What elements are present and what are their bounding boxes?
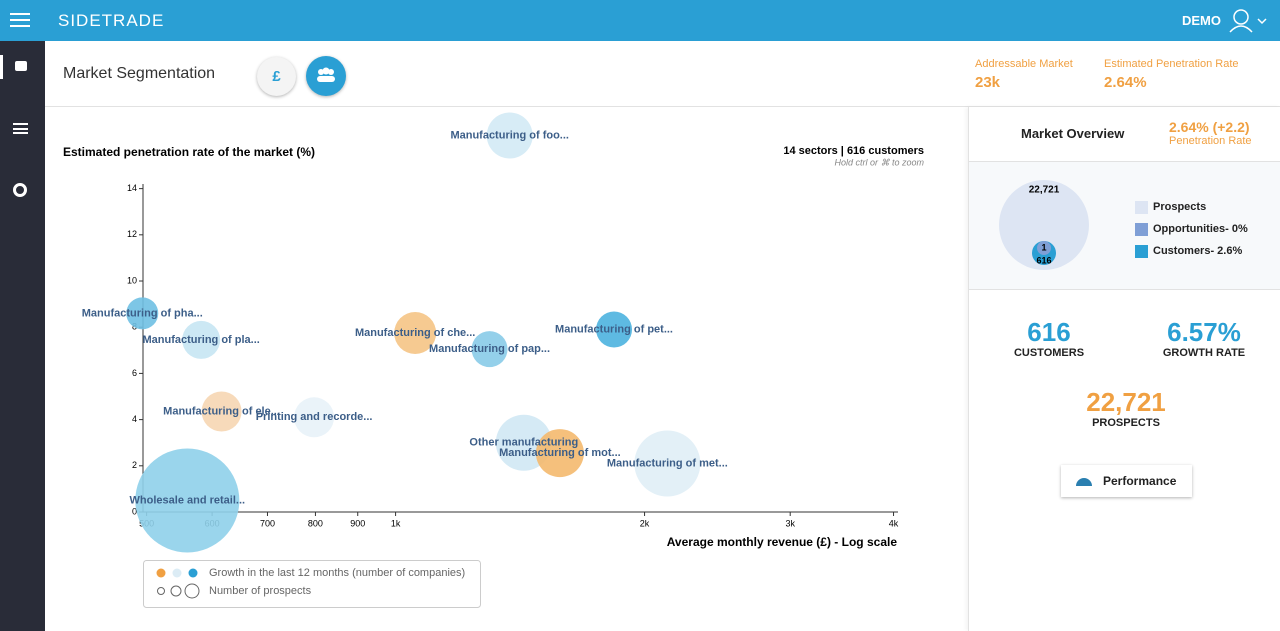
legend-dot xyxy=(188,568,198,578)
bubble-label: Manufacturing of pet... xyxy=(555,323,673,335)
y-tick-label: 14 xyxy=(127,183,137,193)
nested-circles: 22,721 1 616 xyxy=(999,180,1089,270)
x-tick-label: 900 xyxy=(350,518,365,528)
bubble-label: Manufacturing of che... xyxy=(355,327,475,339)
legend-size xyxy=(184,583,200,599)
x-tick-label: 800 xyxy=(308,518,323,528)
legend-label: Prospects xyxy=(1153,201,1207,213)
kpi-value: 23k xyxy=(975,74,1001,91)
bubble-label: Wholesale and retail... xyxy=(130,494,246,506)
active-indicator xyxy=(0,55,3,79)
rate: 2.64% (+2.2) xyxy=(1169,119,1250,135)
x-tick-label: 1k xyxy=(391,518,401,528)
y-tick-label: 12 xyxy=(127,229,137,239)
bubble-chart: Estimated penetration rate of the market… xyxy=(63,112,924,608)
nav-list[interactable] xyxy=(13,123,28,134)
kpi-label: Addressable Market xyxy=(975,58,1073,70)
zoom-hint: Hold ctrl or ⌘ to zoom xyxy=(834,157,924,167)
kpi-label: Estimated Penetration Rate xyxy=(1104,58,1239,70)
x-tick-label: 2k xyxy=(640,518,650,528)
prospects-value: 22,721 xyxy=(1029,185,1060,196)
overview-header: Market Overview 2.64% (+2.2) Penetration… xyxy=(969,107,1280,162)
currency-button[interactable]: £ xyxy=(257,57,296,96)
top-bar: SIDETRADE DEMO xyxy=(0,0,1280,41)
stat-value: 6.57% xyxy=(1167,317,1241,347)
bubble-label: Manufacturing of mot... xyxy=(499,447,621,459)
legend-label: Opportunities- 0% xyxy=(1153,223,1248,235)
stat-value: 616 xyxy=(1027,317,1071,347)
overview-chart: 22,721 1 616 Prospects Opportunities- 0%… xyxy=(969,162,1280,290)
overview-panel: Market Overview 2.64% (+2.2) Penetration… xyxy=(968,107,1280,631)
user-icon[interactable] xyxy=(1228,8,1268,34)
stat-label: CUSTOMERS xyxy=(1013,347,1085,359)
x-axis-label: Average monthly revenue (£) - Log scale xyxy=(667,535,898,549)
bubble-label: Manufacturing of pap... xyxy=(429,343,550,355)
legend-label: Number of prospects xyxy=(209,585,312,597)
user-name[interactable]: DEMO xyxy=(1182,13,1221,28)
opportunities-circle xyxy=(1037,241,1051,255)
chart-title: Estimated penetration rate of the market… xyxy=(63,145,315,159)
bubble-label: Manufacturing of foo... xyxy=(450,129,569,141)
bubble xyxy=(471,331,508,368)
stat-label: GROWTH RATE xyxy=(1162,347,1246,359)
overview-title: Market Overview xyxy=(1021,126,1125,141)
legend-size xyxy=(170,585,182,597)
bubble xyxy=(535,429,584,478)
menu-button[interactable] xyxy=(10,13,30,27)
prospects-circle xyxy=(999,180,1089,270)
bubble xyxy=(135,448,240,553)
bubble xyxy=(182,320,221,359)
y-tick-label: 0 xyxy=(132,506,137,516)
rate-label: Penetration Rate xyxy=(1169,135,1252,147)
bubble xyxy=(294,397,335,438)
y-tick-label: 2 xyxy=(132,460,137,470)
bubble-label: Manufacturing of met... xyxy=(607,457,728,469)
bubble-label: Manufacturing of pha... xyxy=(82,307,203,319)
y-tick-label: 10 xyxy=(127,275,137,285)
sidebar xyxy=(0,41,45,631)
x-tick-label: 3k xyxy=(785,518,795,528)
bubble-label: Printing and recorde... xyxy=(256,411,373,423)
kpi-value: 2.64% xyxy=(1104,74,1147,91)
bubble-label: Other manufacturing xyxy=(469,437,578,449)
bubble-label: Manufacturing of pla... xyxy=(142,334,259,346)
legend-swatch xyxy=(1135,245,1148,258)
header: Market Segmentation £ Addressable Market… xyxy=(45,41,1280,107)
bubble xyxy=(126,297,159,330)
chart-summary: 14 sectors | 616 customers xyxy=(783,145,924,157)
bubble xyxy=(634,430,701,497)
y-tick-label: 6 xyxy=(132,368,137,378)
nav-segmentation[interactable] xyxy=(15,61,27,71)
legend-swatch xyxy=(1135,201,1148,214)
button-label: Performance xyxy=(1103,474,1177,488)
legend-size xyxy=(157,587,165,595)
legend-dot xyxy=(172,568,182,578)
bubble xyxy=(201,391,242,432)
x-tick-label: 700 xyxy=(260,518,275,528)
customers-value: 616 xyxy=(1036,255,1051,265)
brand: SIDETRADE xyxy=(58,11,165,30)
legend-label: Customers- 2.6% xyxy=(1153,245,1243,257)
legend-label: Growth in the last 12 months (number of … xyxy=(209,567,465,579)
legend-box xyxy=(143,560,481,608)
legend-swatch xyxy=(1135,223,1148,236)
bubble-label: Manufacturing of ele... xyxy=(163,405,280,417)
stat-value: 22,721 xyxy=(1086,387,1166,417)
legend-dot xyxy=(156,568,166,578)
page-title: Market Segmentation xyxy=(63,65,216,82)
opportunities-value: 1 xyxy=(1041,242,1046,252)
companies-button[interactable] xyxy=(306,56,346,96)
bubble xyxy=(394,311,437,354)
stat-label: PROSPECTS xyxy=(1092,417,1160,429)
bubble xyxy=(596,311,633,348)
nav-circle[interactable] xyxy=(13,183,27,197)
x-tick-label: 4k xyxy=(889,518,899,528)
bubble xyxy=(486,112,533,159)
performance-button[interactable]: Performance xyxy=(1061,465,1192,497)
y-tick-label: 4 xyxy=(132,414,137,424)
